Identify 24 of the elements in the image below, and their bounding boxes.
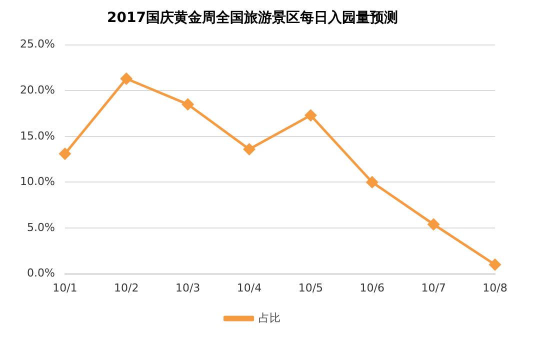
x-tick-label: 10/5 [298,281,324,294]
y-tick-label: 25.0% [20,38,55,51]
x-tick-label: 10/6 [360,281,384,294]
point [304,110,316,122]
x-tick-label: 10/3 [175,281,200,294]
x-tick-label: 10/8 [482,281,508,294]
point [489,258,501,270]
point [366,176,378,188]
point [428,218,440,230]
x-tick-label: 10/2 [114,281,139,294]
y-tick-label: 10.0% [20,175,55,188]
y-tick-label: 20.0% [20,83,55,96]
point [244,143,256,155]
x-tick-label: 10/1 [52,281,78,294]
legend-label: 占比 [258,311,280,324]
y-tick-label: 5.0% [26,220,55,234]
point [182,98,194,110]
point [120,72,132,84]
point [59,148,71,160]
chart-title: 2017国庆黄金周全国旅游景区每日入园量预测 [107,9,398,26]
y-tick-label: 0.0% [26,266,55,280]
x-tick-label: 10/4 [236,281,262,294]
y-tick-label: 15.0% [20,129,55,142]
x-tick-label: 10/7 [421,281,446,294]
